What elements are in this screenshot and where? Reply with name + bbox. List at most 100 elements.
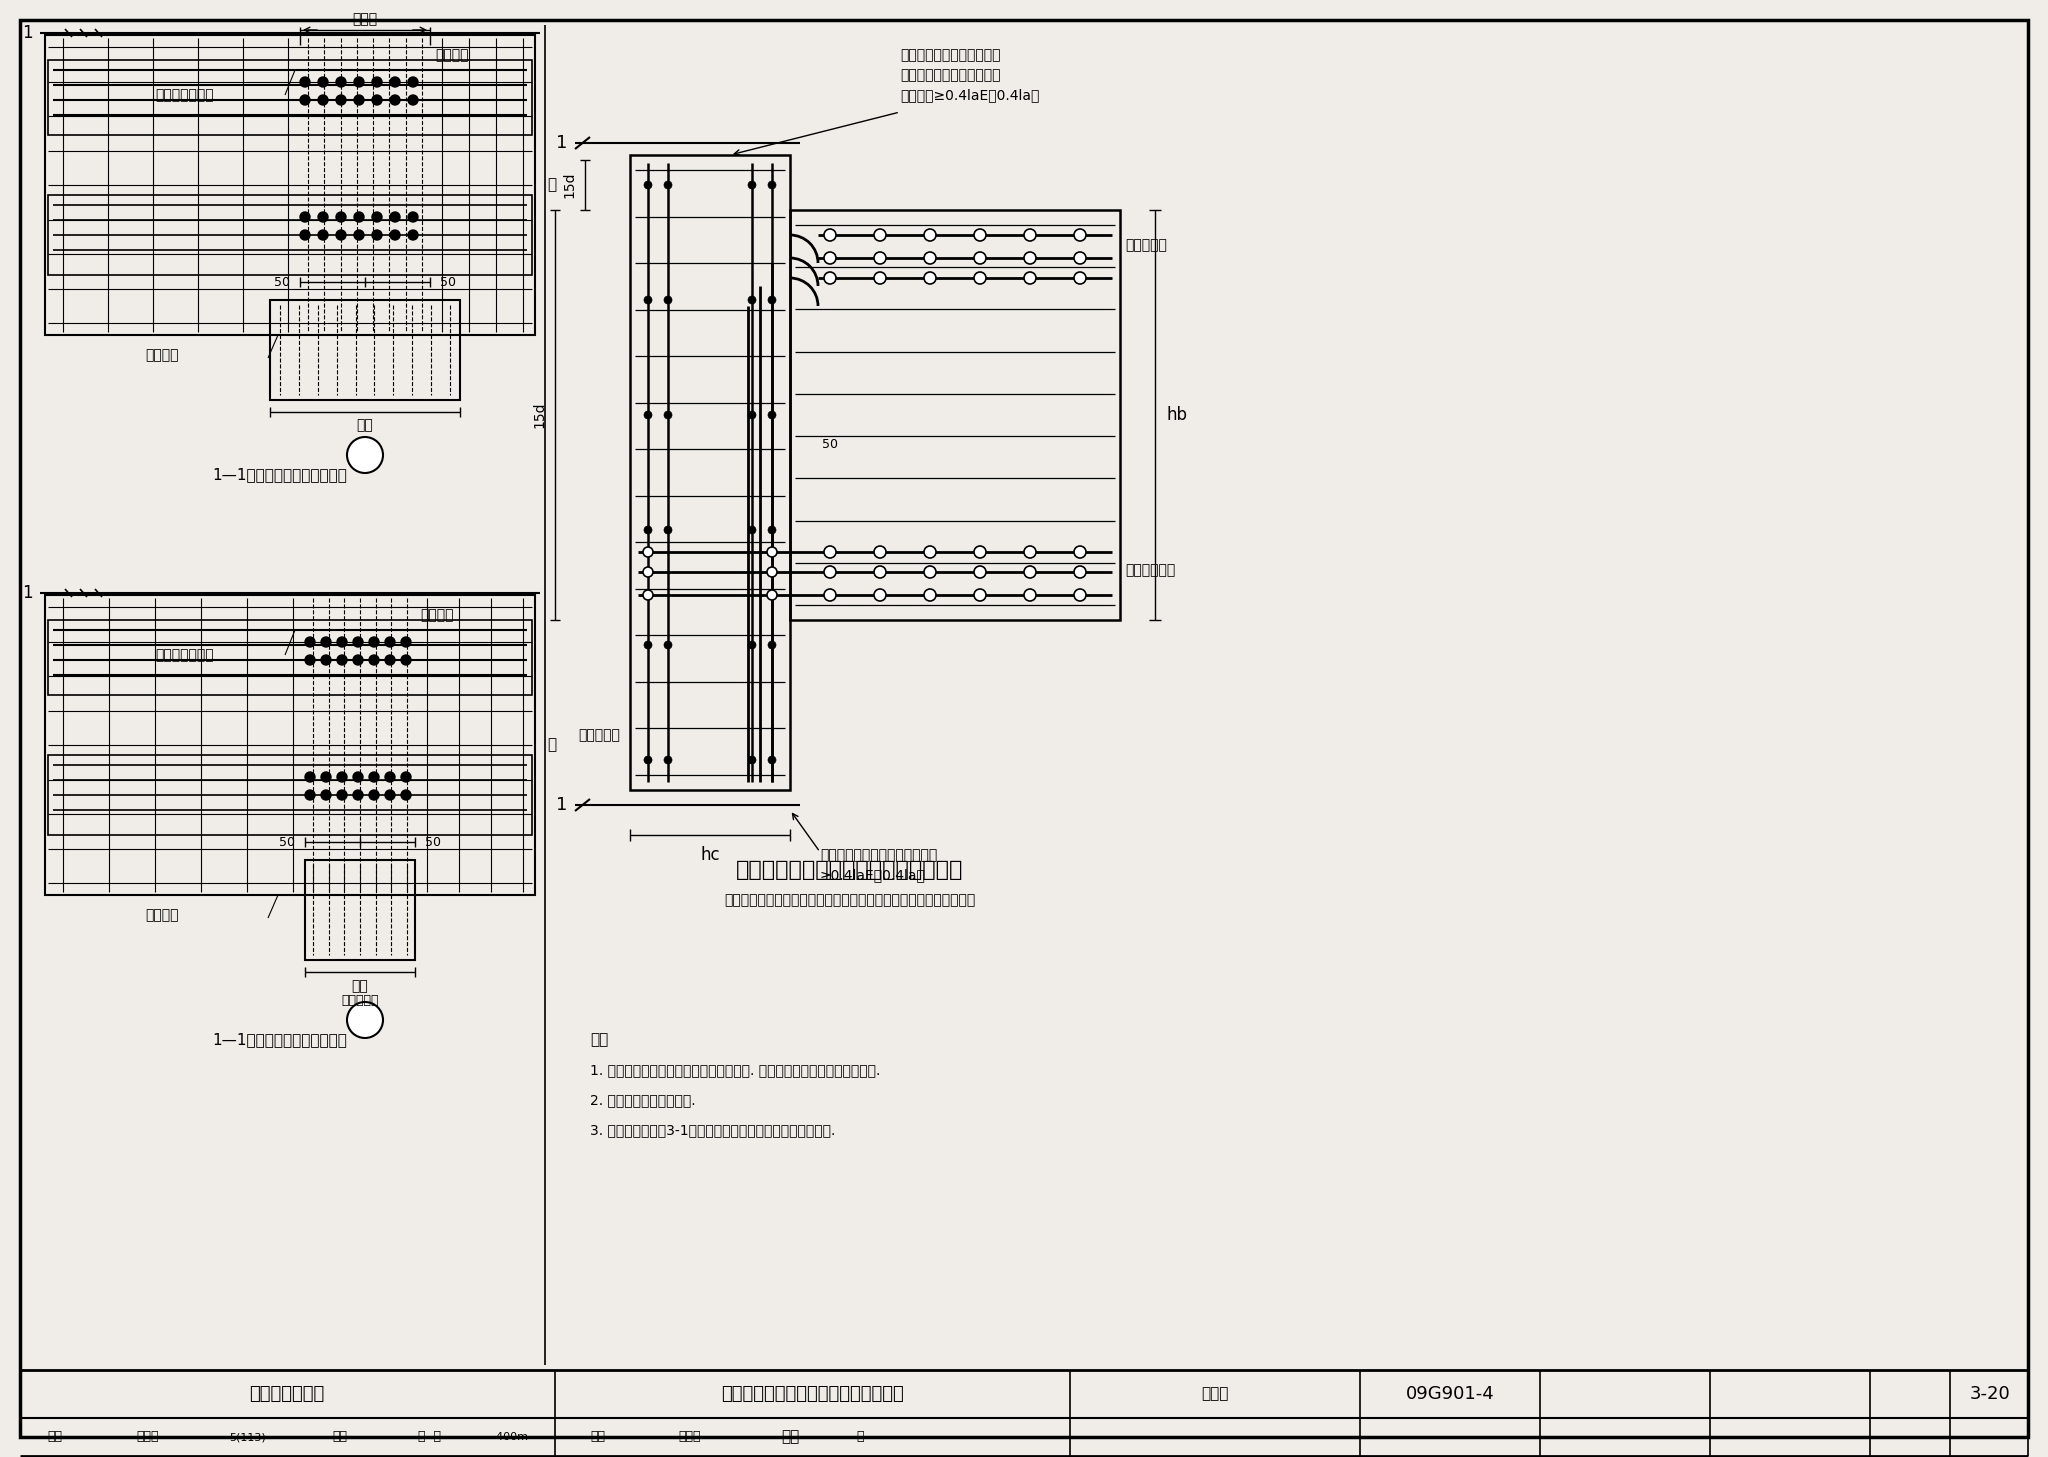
Circle shape: [748, 181, 756, 189]
Bar: [270, 300, 461, 401]
Circle shape: [373, 230, 383, 240]
Circle shape: [1024, 589, 1036, 600]
Circle shape: [338, 637, 346, 647]
Circle shape: [748, 411, 756, 420]
Circle shape: [1073, 565, 1085, 578]
Text: 框架外边纵筋内侧，以设计: 框架外边纵筋内侧，以设计: [899, 68, 1001, 82]
Circle shape: [354, 95, 365, 105]
Circle shape: [643, 756, 651, 763]
Circle shape: [352, 656, 362, 664]
Circle shape: [299, 95, 309, 105]
Circle shape: [338, 656, 346, 664]
Circle shape: [369, 656, 379, 664]
Text: 中间层暗梁端节点钢筋排布构造示意图: 中间层暗梁端节点钢筋排布构造示意图: [737, 860, 965, 880]
Circle shape: [1024, 565, 1036, 578]
Circle shape: [748, 756, 756, 763]
Circle shape: [336, 230, 346, 240]
Text: （暗梁宽）: （暗梁宽）: [342, 995, 379, 1007]
Text: 1: 1: [557, 796, 567, 814]
Circle shape: [401, 656, 412, 664]
Circle shape: [1073, 589, 1085, 600]
Text: 3. 其他见本图集第3-1页无梁楼盖现浇板钢筋排布规则总说明.: 3. 其他见本图集第3-1页无梁楼盖现浇板钢筋排布规则总说明.: [590, 1123, 836, 1136]
Text: hc: hc: [700, 847, 719, 864]
Bar: [47, 755, 532, 835]
Circle shape: [389, 95, 399, 105]
Text: 50: 50: [440, 275, 457, 288]
Circle shape: [975, 252, 985, 264]
Text: 3-20: 3-20: [1970, 1386, 2011, 1403]
Text: 中间层暗梁端节点钢筋排布构造示意图: 中间层暗梁端节点钢筋排布构造示意图: [721, 1386, 903, 1403]
Circle shape: [401, 790, 412, 800]
Text: 伸至柱外边纵筋内侧，或过: 伸至柱外边纵筋内侧，或过: [899, 48, 1001, 63]
Text: 1: 1: [23, 584, 33, 602]
Bar: [45, 594, 535, 895]
Circle shape: [299, 230, 309, 240]
Text: 为准；且≥0.4laE（0.4la）: 为准；且≥0.4laE（0.4la）: [899, 87, 1040, 102]
Text: 暗梁下部纵筋: 暗梁下部纵筋: [1124, 562, 1176, 577]
Text: （当暗梁宽大于柱宽时，将柱外暗梁的上、下纵筋穿入过框梁内。）: （当暗梁宽大于柱宽时，将柱外暗梁的上、下纵筋穿入过框梁内。）: [725, 893, 975, 908]
Text: 柱子纵筋: 柱子纵筋: [145, 348, 178, 361]
Circle shape: [299, 77, 309, 87]
Text: 无梁楼盖现浇板: 无梁楼盖现浇板: [250, 1386, 326, 1403]
Text: 15d: 15d: [532, 402, 547, 428]
Text: 柱子纵筋: 柱子纵筋: [145, 908, 178, 922]
Text: -400m: -400m: [492, 1432, 528, 1442]
Circle shape: [643, 411, 651, 420]
Circle shape: [305, 790, 315, 800]
Circle shape: [336, 213, 346, 221]
Text: 50: 50: [274, 275, 291, 288]
Circle shape: [346, 1002, 383, 1037]
Text: 边框梁上部纵筋: 边框梁上部纵筋: [156, 87, 213, 102]
Circle shape: [874, 589, 887, 600]
Text: 注：: 注：: [590, 1033, 608, 1048]
Circle shape: [643, 567, 653, 577]
Circle shape: [408, 230, 418, 240]
Circle shape: [975, 546, 985, 558]
Circle shape: [924, 229, 936, 240]
Circle shape: [748, 526, 756, 535]
Circle shape: [338, 772, 346, 782]
Circle shape: [1024, 252, 1036, 264]
Circle shape: [1073, 272, 1085, 284]
Text: 50: 50: [426, 835, 440, 848]
Text: 页: 页: [856, 1431, 864, 1444]
Text: 梁上部纵筋: 梁上部纵筋: [1124, 237, 1167, 252]
Circle shape: [354, 230, 365, 240]
Circle shape: [322, 790, 332, 800]
Text: 1—1（当暗梁宽等于柱宽时）: 1—1（当暗梁宽等于柱宽时）: [213, 1033, 348, 1048]
Circle shape: [768, 641, 776, 648]
Text: 09G901-4: 09G901-4: [1405, 1386, 1495, 1403]
Circle shape: [346, 437, 383, 474]
Text: 审核: 审核: [47, 1431, 63, 1444]
Circle shape: [823, 252, 836, 264]
Circle shape: [975, 272, 985, 284]
Circle shape: [664, 296, 672, 305]
Circle shape: [317, 77, 328, 87]
Text: 2. 括号内尺寸用于非抗震.: 2. 括号内尺寸用于非抗震.: [590, 1093, 696, 1107]
Circle shape: [305, 637, 315, 647]
Text: 柱宽: 柱宽: [356, 418, 373, 431]
Circle shape: [401, 637, 412, 647]
Circle shape: [823, 565, 836, 578]
Circle shape: [664, 756, 672, 763]
Circle shape: [975, 565, 985, 578]
Text: 15d: 15d: [561, 172, 575, 198]
Circle shape: [373, 95, 383, 105]
Circle shape: [385, 772, 395, 782]
Circle shape: [874, 229, 887, 240]
Circle shape: [874, 252, 887, 264]
Circle shape: [664, 181, 672, 189]
Circle shape: [823, 546, 836, 558]
Circle shape: [643, 296, 651, 305]
Text: hb: hb: [1167, 407, 1188, 424]
Text: 5(113): 5(113): [229, 1432, 266, 1442]
Text: 苟继东: 苟继东: [137, 1431, 160, 1444]
Text: 1. 暗梁纵筋与柱子纵筋交叉时应对称靠近. 具体排布构造要求应以设计为准.: 1. 暗梁纵筋与柱子纵筋交叉时应对称靠近. 具体排布构造要求应以设计为准.: [590, 1064, 881, 1077]
Text: 校对: 校对: [332, 1431, 348, 1444]
Text: 暗梁宽: 暗梁宽: [352, 12, 377, 26]
Circle shape: [823, 589, 836, 600]
Circle shape: [317, 95, 328, 105]
Circle shape: [408, 95, 418, 105]
Circle shape: [1073, 252, 1085, 264]
Text: 姚  刚: 姚 刚: [418, 1431, 442, 1444]
